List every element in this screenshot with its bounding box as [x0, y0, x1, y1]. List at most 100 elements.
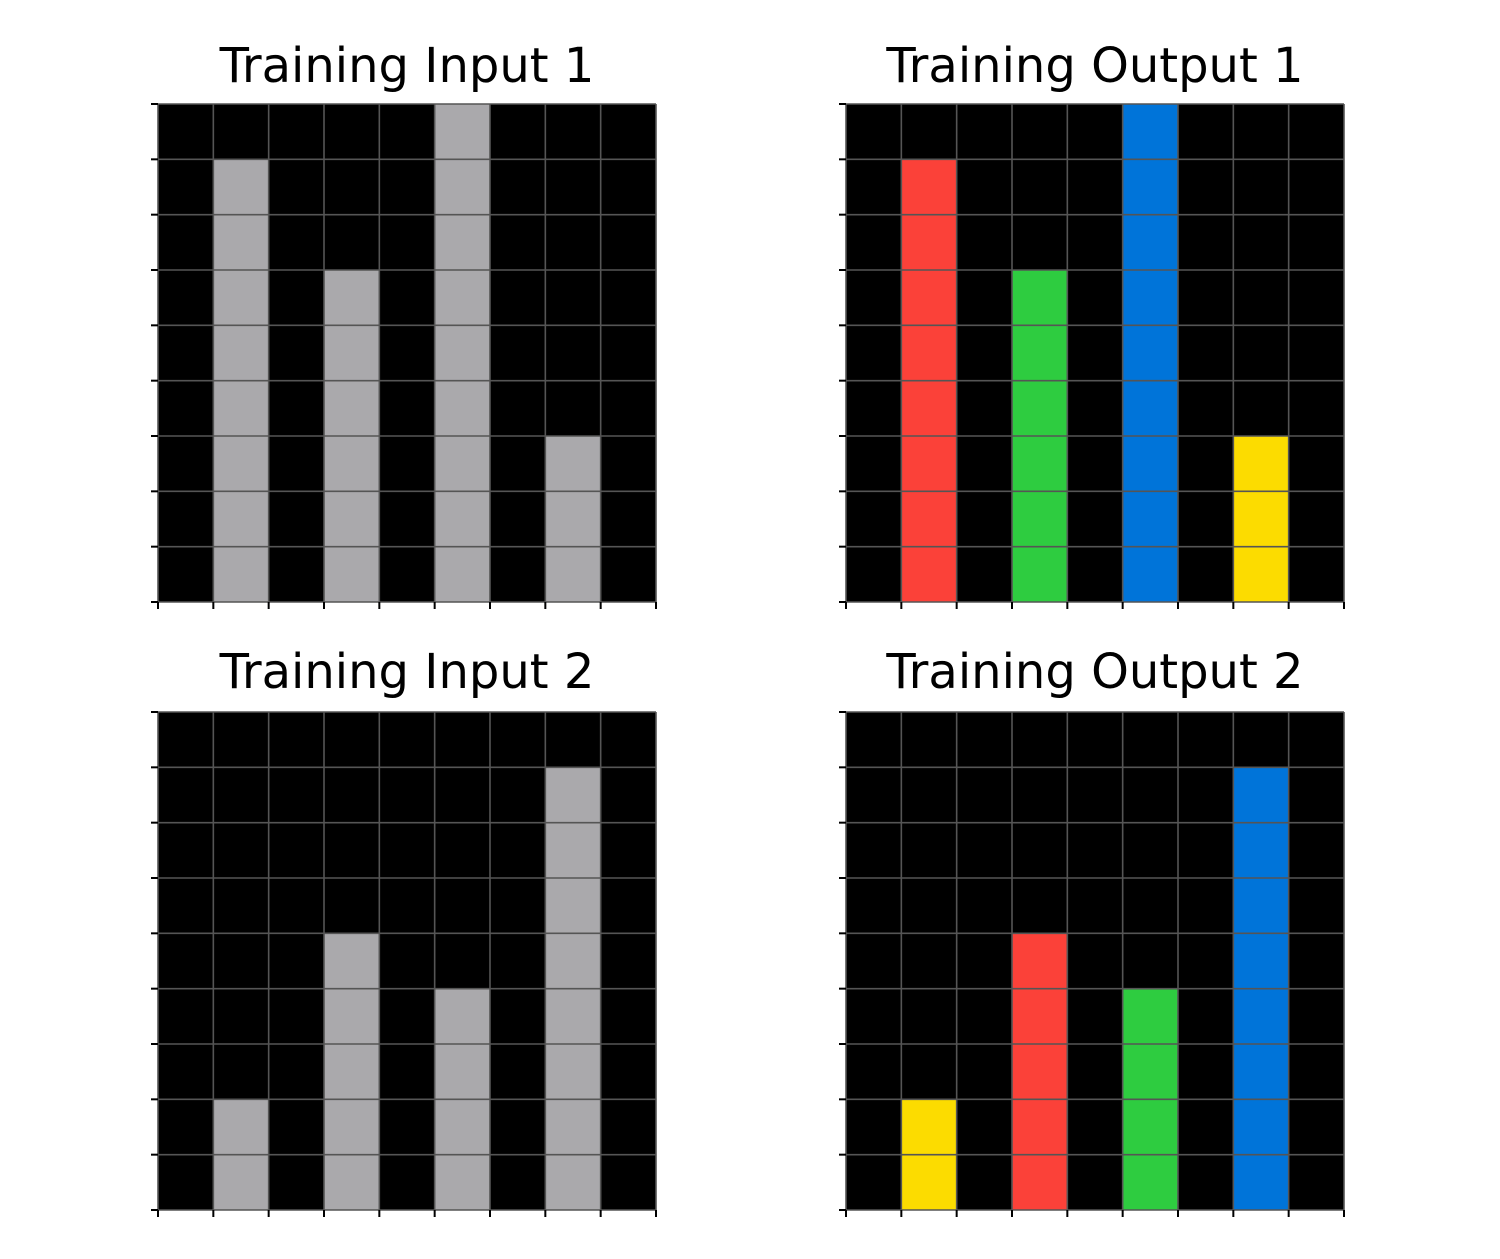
grid-cell — [901, 822, 957, 878]
grid-cell — [846, 988, 902, 1044]
grid-cell — [545, 380, 601, 436]
grid-cell — [490, 712, 546, 768]
grid-cell — [1067, 712, 1123, 768]
grid-cell — [268, 380, 324, 436]
grid-cell — [1233, 1099, 1289, 1155]
grid-cell — [1288, 380, 1344, 436]
grid-cell — [1233, 270, 1289, 326]
grid-cell — [1122, 270, 1178, 326]
grid-cell — [490, 270, 546, 326]
grid-cell — [213, 104, 269, 160]
grid-cell — [324, 270, 380, 326]
grid-cell — [1012, 214, 1068, 270]
grid-cell — [1067, 104, 1123, 160]
grid-cell — [1288, 159, 1344, 215]
grid-training-input-2 — [151, 711, 657, 1217]
grid-cell — [268, 491, 324, 547]
grid-cell — [1233, 933, 1289, 989]
grid-cell — [901, 380, 957, 436]
grid-cell — [1012, 159, 1068, 215]
grid-cell — [846, 933, 902, 989]
grid-cell — [1067, 822, 1123, 878]
grid-cell — [545, 878, 601, 934]
grid-cell — [956, 270, 1012, 326]
grid-cell — [901, 1099, 957, 1155]
grid-cell — [268, 104, 324, 160]
grid-cell — [956, 325, 1012, 381]
grid-cell — [1012, 491, 1068, 547]
grid-cell — [379, 933, 435, 989]
grid-cell — [600, 878, 656, 934]
grid-cell — [434, 1154, 490, 1210]
grid-cell — [434, 325, 490, 381]
grid-cell — [846, 1044, 902, 1100]
grid-cell — [846, 712, 902, 768]
grid-cell — [379, 270, 435, 326]
grid-cell — [1233, 712, 1289, 768]
grid-cell — [434, 988, 490, 1044]
grid-cell — [434, 491, 490, 547]
grid-cell — [1288, 436, 1344, 492]
grid-cell — [1067, 1044, 1123, 1100]
grid-cell — [490, 767, 546, 823]
grid-cell — [846, 1099, 902, 1155]
grid-cell — [379, 546, 435, 602]
grid-cell — [545, 546, 601, 602]
grid-cell — [1178, 159, 1234, 215]
grid-cell — [600, 822, 656, 878]
grid-cell — [268, 878, 324, 934]
grid-cell — [846, 159, 902, 215]
grid-cell — [1178, 380, 1234, 436]
training-output-1-panel: Training Output 1 — [815, 40, 1375, 640]
grid-cell — [1288, 270, 1344, 326]
grid-cell — [213, 270, 269, 326]
grid-cell — [158, 712, 214, 768]
grid-cell — [1288, 325, 1344, 381]
grid-cell — [600, 546, 656, 602]
grid-cell — [379, 878, 435, 934]
grid-cell — [490, 1154, 546, 1210]
grid-cell — [1233, 325, 1289, 381]
grid-cell — [213, 159, 269, 215]
grid-cell — [1288, 878, 1344, 934]
grid-cell — [846, 436, 902, 492]
grid-cell — [379, 104, 435, 160]
grid-cell — [1178, 491, 1234, 547]
grid-cell — [213, 491, 269, 547]
grid-cell — [1122, 878, 1178, 934]
grid-cell — [213, 933, 269, 989]
grid-cell — [600, 159, 656, 215]
grid-cell — [158, 104, 214, 160]
grid-cell — [213, 214, 269, 270]
grid-cell — [158, 491, 214, 547]
grid-cell — [268, 933, 324, 989]
grid-cell — [434, 712, 490, 768]
grid-cell — [490, 1044, 546, 1100]
grid-cell — [213, 436, 269, 492]
grid-cell — [434, 159, 490, 215]
grid-cell — [901, 546, 957, 602]
grid-cell — [379, 1044, 435, 1100]
grid-cell — [545, 1099, 601, 1155]
grid-cell — [600, 988, 656, 1044]
grid-cell — [1178, 546, 1234, 602]
grid-cell — [1012, 988, 1068, 1044]
grid-cell — [324, 878, 380, 934]
grid-cell — [268, 214, 324, 270]
grid-cell — [213, 1044, 269, 1100]
grid-cell — [268, 1099, 324, 1155]
grid-cell — [956, 436, 1012, 492]
grid-cell — [213, 325, 269, 381]
grid-cell — [1122, 491, 1178, 547]
grid-cell — [901, 104, 957, 160]
grid-cell — [1067, 436, 1123, 492]
grid-cell — [1288, 767, 1344, 823]
grid-cell — [1012, 270, 1068, 326]
grid-cell — [1012, 104, 1068, 160]
training-input-1-panel: Training Input 1 — [127, 40, 687, 640]
grid-cell — [1067, 878, 1123, 934]
grid-cell — [434, 214, 490, 270]
grid-cell — [1012, 878, 1068, 934]
grid-cell — [434, 822, 490, 878]
grid-cell — [1178, 1044, 1234, 1100]
